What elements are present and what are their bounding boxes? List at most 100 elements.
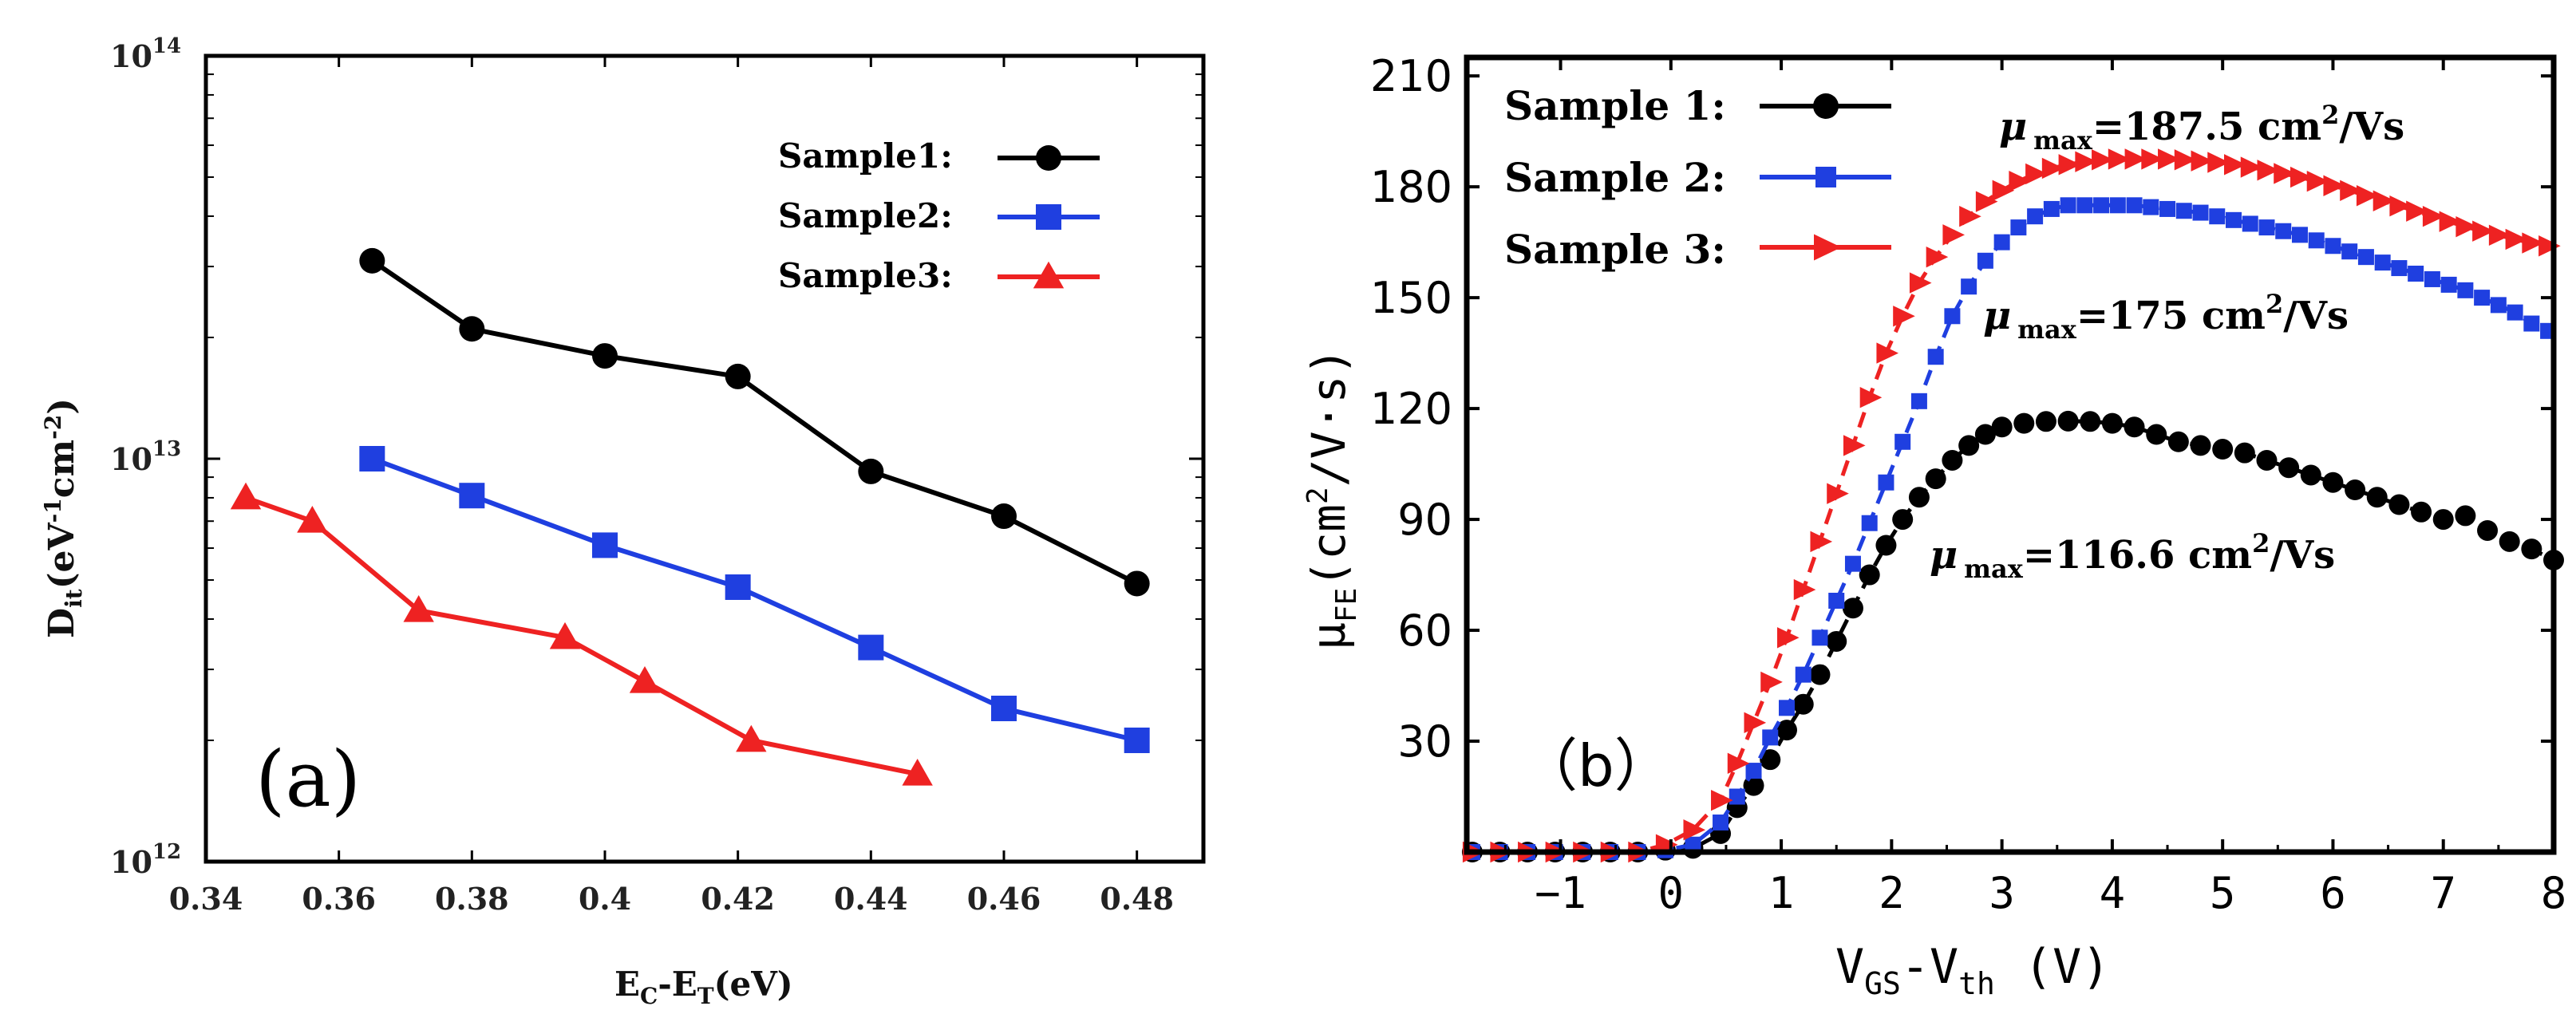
a-data-point xyxy=(549,621,581,649)
b-data-point xyxy=(1745,763,1762,779)
b-data-point xyxy=(1760,749,1781,771)
b-x-tick-label: 6 xyxy=(2320,868,2346,918)
b-legend-marker xyxy=(1814,234,1842,261)
panel-b-x-axis-label: VGS-Vth (V) xyxy=(1835,939,2110,1001)
panel-a: 0.34 0.36 0.38 0.4 0.42 0.44 0.46 0.48 10121013… xyxy=(40,34,1206,1009)
b-data-point xyxy=(1908,487,1930,508)
b-data-point xyxy=(1762,729,1779,746)
b-data-point xyxy=(2472,220,2495,242)
a-data-point xyxy=(902,758,933,786)
a-data-point xyxy=(1124,570,1150,597)
b-legend-marker xyxy=(1813,93,1839,119)
b-data-point xyxy=(2341,243,2358,260)
b-data-point xyxy=(2043,200,2060,217)
b-data-point xyxy=(1809,664,1831,685)
a-data-point xyxy=(359,446,385,471)
a-legend-marker xyxy=(1033,261,1065,289)
b-data-point xyxy=(1795,666,1811,683)
a-data-point xyxy=(459,483,485,509)
b-data-point xyxy=(2457,282,2474,298)
b-data-point xyxy=(1685,836,1701,853)
a-legend-marker xyxy=(1036,145,1061,171)
b-series-3 xyxy=(1462,148,2561,863)
a-x-tick-label: 0.46 xyxy=(967,881,1041,917)
b-data-point xyxy=(2013,412,2035,434)
b-data-point xyxy=(2357,249,2374,266)
a-x-tick-label: 0.48 xyxy=(1100,881,1174,917)
b-data-point xyxy=(2366,487,2388,508)
b-data-point xyxy=(1876,342,1899,364)
a-data-point xyxy=(629,665,661,693)
b-data-point xyxy=(2035,411,2056,432)
b-data-point xyxy=(1760,671,1783,693)
legend-a-sample2: Sample2: xyxy=(778,196,953,235)
b-data-point xyxy=(2345,479,2366,501)
panel-a-x-tick-labels: 0.34 0.36 0.38 0.4 0.42 0.44 0.46 0.48 xyxy=(169,881,1174,917)
b-data-point xyxy=(2143,199,2159,215)
b-x-tick-label: 7 xyxy=(2430,868,2456,918)
a-data-point xyxy=(991,695,1017,721)
b-data-point xyxy=(2356,185,2379,207)
b-data-point xyxy=(2242,215,2258,232)
a-y-tick-base: 10 xyxy=(110,38,152,74)
a-series-line xyxy=(370,258,1139,586)
a-data-point xyxy=(725,574,751,600)
panel-b-frame xyxy=(1464,54,2557,855)
b-data-point xyxy=(2291,227,2308,243)
b-data-point xyxy=(1992,180,2015,201)
b-data-point xyxy=(1875,535,1897,556)
b-data-point xyxy=(2010,219,2027,236)
b-data-point xyxy=(2080,411,2101,432)
b-data-point xyxy=(2325,238,2341,254)
b-data-point xyxy=(2057,410,2079,432)
b-data-point xyxy=(1792,693,1814,715)
panel-a-ticks xyxy=(204,54,1203,863)
b-data-point xyxy=(2041,157,2064,180)
b-data-point xyxy=(1894,433,1911,450)
b-data-point xyxy=(2306,170,2329,192)
b-data-point xyxy=(1828,592,1845,609)
a-data-point xyxy=(991,503,1017,530)
b-data-point xyxy=(2093,197,2110,214)
a-series-3 xyxy=(230,482,933,786)
a-series-line xyxy=(245,495,919,777)
b-data-point xyxy=(1776,720,1797,741)
b-data-point xyxy=(2108,148,2131,170)
b-data-point xyxy=(2192,204,2209,221)
panel-b-x-tick-labels: −1 0 1 2 3 4 5 6 7 8 xyxy=(1535,868,2566,918)
panel-b-series xyxy=(1461,148,2564,863)
a-y-tick-label: 1014 xyxy=(110,34,181,74)
b-data-point xyxy=(2432,509,2454,531)
b-data-point xyxy=(2174,149,2197,171)
a-x-tick-label: 0.44 xyxy=(834,881,908,917)
a-data-point xyxy=(858,634,884,661)
b-data-point xyxy=(2490,297,2507,314)
b-x-tick-label: 4 xyxy=(2100,868,2126,918)
b-data-point xyxy=(2278,457,2300,479)
b-data-point xyxy=(2275,223,2292,239)
b-series-2 xyxy=(1464,197,2557,860)
b-data-point xyxy=(2257,160,2280,181)
b-x-tick-label: 3 xyxy=(1989,868,2015,918)
b-data-point xyxy=(2477,519,2499,541)
b-data-point xyxy=(2308,232,2325,249)
panel-b-legend-marks xyxy=(1760,93,1891,261)
b-data-point xyxy=(2440,276,2457,293)
b-data-point xyxy=(2124,416,2145,438)
b-data-point xyxy=(2455,215,2478,238)
b-data-point xyxy=(2234,442,2255,464)
b-data-point xyxy=(1893,306,1915,327)
panel-a-y-axis-label: Dit(eV-1cm-2) xyxy=(40,398,87,638)
b-data-point xyxy=(1844,555,1861,572)
b-data-point xyxy=(2240,156,2263,178)
b-data-point xyxy=(2025,163,2048,185)
b-data-point xyxy=(1977,252,1993,269)
b-data-point xyxy=(1683,819,1706,841)
b-data-point xyxy=(1810,531,1833,553)
b-data-point xyxy=(1993,234,2010,251)
b-data-point xyxy=(1991,416,2013,438)
panel-b-label: （b） xyxy=(1520,732,1672,799)
b-data-point xyxy=(2322,471,2344,493)
b-data-point xyxy=(2422,206,2445,227)
